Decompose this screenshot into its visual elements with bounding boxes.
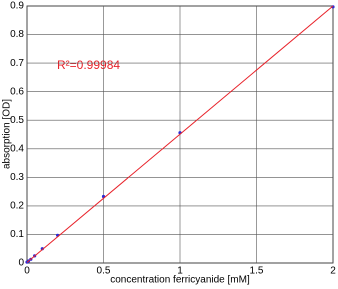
y-axis-label: absorption [OD]	[2, 99, 13, 169]
y-tick-label: 0.2	[10, 201, 24, 212]
annotation: R²=0.99984	[57, 58, 120, 72]
y-tick-label: 0.4	[10, 143, 24, 154]
x-tick-label: 2	[330, 266, 336, 277]
y-tick-label: 0.6	[10, 86, 24, 97]
y-tick-label: 0.1	[10, 229, 24, 240]
x-tick-label: 0	[24, 266, 30, 277]
fit-line	[26, 5, 334, 263]
y-tick-label: 0.3	[10, 172, 24, 183]
x-tick-label: 1	[177, 266, 183, 277]
x-tick-label: 0.5	[97, 266, 111, 277]
y-tick-label: 0.7	[10, 58, 24, 69]
y-tick-label: 0.8	[10, 29, 24, 40]
y-tick-label: 0.9	[10, 1, 24, 12]
x-tick-label: 1.5	[250, 266, 264, 277]
y-tick-label: 0.5	[10, 115, 24, 126]
y-tick-label: 0	[18, 258, 24, 269]
x-axis-label: concentration ferricyanide [mM]	[110, 275, 250, 286]
